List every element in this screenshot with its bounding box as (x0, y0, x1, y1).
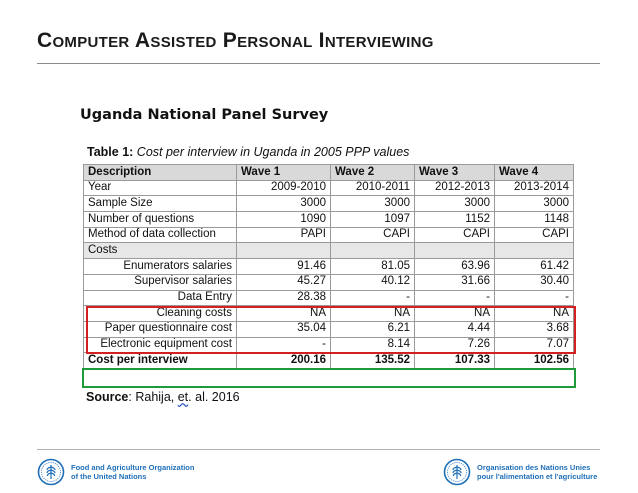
header-wave-2: Wave 2 (330, 164, 415, 181)
cell-value: 2009-2010 (236, 179, 331, 197)
row-label: Number of questions (83, 211, 237, 228)
cell-value: 2010-2011 (330, 179, 415, 197)
cell-value: - (494, 289, 574, 307)
row-label: Enumerators salaries (83, 258, 237, 275)
cell-value: 4.44 (414, 320, 495, 338)
cell-value: 1097 (330, 211, 415, 228)
caption-label: Table 1: (87, 145, 134, 159)
cell-value: 135.52 (330, 352, 415, 369)
fao-name-french: Organisation des Nations Unies pour l'al… (477, 463, 597, 481)
fao-name-line-2: pour l'alimentation et l'agriculture (477, 472, 598, 481)
cell-value: 1090 (236, 211, 331, 228)
source-text-before: : Rahija, (128, 390, 178, 404)
table-row-section: Costs (83, 242, 574, 260)
cell-value: 2012-2013 (414, 179, 495, 197)
red-highlight-box (86, 306, 576, 354)
cell-value: 28.38 (236, 289, 331, 307)
fao-name-line-1: Food and Agriculture Organization (71, 463, 195, 472)
cell-value: 200.16 (236, 352, 331, 369)
table-row: Method of data collection PAPI CAPI CAPI… (83, 226, 574, 244)
source-label: Source (86, 390, 129, 404)
source-text-after: . al. 2016 (188, 390, 240, 404)
cell-value: - (414, 289, 495, 307)
cell-value (236, 242, 331, 260)
fao-emblem-icon (37, 458, 65, 486)
cell-value: 61.42 (494, 258, 574, 275)
footer-divider (37, 449, 600, 450)
table-row: Number of questions 1090 1097 1152 1148 (83, 211, 574, 228)
cell-value: 2013-2014 (494, 179, 574, 197)
cell-value: CAPI (414, 226, 495, 244)
header-wave-3: Wave 3 (414, 164, 495, 181)
table-row: Sample Size 3000 3000 3000 3000 (83, 195, 574, 213)
cell-value (494, 242, 574, 260)
row-label: Cost per interview (83, 352, 237, 369)
table-row: Paper questionnaire cost 35.04 6.21 4.44… (83, 320, 574, 338)
cell-value: 3000 (236, 195, 331, 213)
source-et: et (177, 390, 189, 404)
fao-name-english: Food and Agriculture Organization of the… (71, 463, 194, 481)
row-label: Data Entry (83, 289, 237, 307)
table-caption: Table 1: Cost per interview in Uganda in… (87, 145, 577, 159)
row-label: Cleaning costs (83, 305, 237, 322)
fao-logo-english: Food and Agriculture Organization of the… (37, 458, 194, 486)
slide-subtitle: Uganda National Panel Survey (80, 107, 329, 123)
header-wave-1: Wave 1 (236, 164, 331, 181)
table-header-row: Description Wave 1 Wave 2 Wave 3 Wave 4 (83, 164, 574, 181)
cell-value: 107.33 (414, 352, 495, 369)
cell-value (414, 242, 495, 260)
title-divider (37, 63, 600, 64)
table-row: Enumerators salaries 91.46 81.05 63.96 6… (83, 258, 574, 275)
table-row: Year 2009-2010 2010-2011 2012-2013 2013-… (83, 179, 574, 197)
header-description: Description (83, 164, 237, 181)
cell-value: 63.96 (414, 258, 495, 275)
row-label: Electronic equipment cost (83, 336, 237, 354)
cell-value: 3000 (494, 195, 574, 213)
cell-value: 1152 (414, 211, 495, 228)
table-row: Supervisor salaries 45.27 40.12 31.66 30… (83, 273, 574, 291)
fao-emblem-icon (443, 458, 471, 486)
row-label: Supervisor salaries (83, 273, 237, 291)
cell-value: 45.27 (236, 273, 331, 291)
cell-value: 3000 (414, 195, 495, 213)
table-row: Electronic equipment cost - 8.14 7.26 7.… (83, 336, 574, 354)
cell-value: 40.12 (330, 273, 415, 291)
cell-value: 6.21 (330, 320, 415, 338)
cost-table: Description Wave 1 Wave 2 Wave 3 Wave 4 … (83, 164, 574, 369)
table-row-total: Cost per interview 200.16 135.52 107.33 … (83, 352, 574, 369)
cell-value: 31.66 (414, 273, 495, 291)
cell-value: CAPI (494, 226, 574, 244)
cell-value: 30.40 (494, 273, 574, 291)
cell-value: PAPI (236, 226, 331, 244)
caption-text: Cost per interview in Uganda in 2005 PPP… (136, 145, 410, 159)
row-label: Sample Size (83, 195, 237, 213)
cell-value: 102.56 (494, 352, 574, 369)
cell-value: 3000 (330, 195, 415, 213)
cell-value: 7.26 (414, 336, 495, 354)
row-label: Costs (83, 242, 237, 260)
header-wave-4: Wave 4 (494, 164, 574, 181)
fao-name-line-2: of the United Nations (71, 472, 147, 481)
fao-name-line-1: Organisation des Nations Unies (477, 463, 591, 472)
slide-title: Computer Assisted Personal Interviewing (37, 29, 434, 52)
source-note: Source: Rahija, et. al. 2016 (86, 390, 240, 404)
green-highlight-box (82, 368, 576, 388)
table-row: Data Entry 28.38 - - - (83, 289, 574, 307)
fao-logo-french: Organisation des Nations Unies pour l'al… (443, 458, 597, 486)
row-label: Year (83, 179, 237, 197)
cell-value: - (330, 289, 415, 307)
cell-value: CAPI (330, 226, 415, 244)
row-label: Method of data collection (83, 226, 237, 244)
cell-value: 1148 (494, 211, 574, 228)
cell-value: 81.05 (330, 258, 415, 275)
cell-value: 91.46 (236, 258, 331, 275)
cell-value (330, 242, 415, 260)
table-container: Table 1: Cost per interview in Uganda in… (83, 145, 577, 369)
